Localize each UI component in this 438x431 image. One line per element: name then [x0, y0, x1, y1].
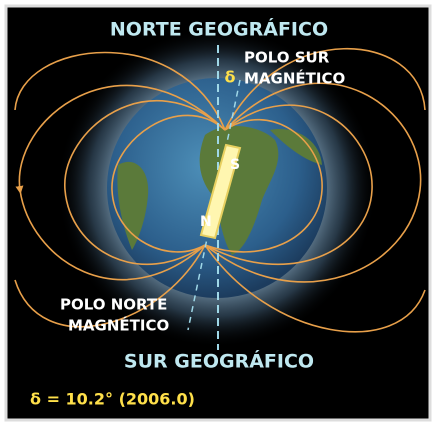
- magnet: [199, 143, 242, 240]
- magnet-s: S: [230, 157, 240, 173]
- magnet-n: N: [200, 214, 212, 230]
- declination: δ = 10.2° (2006.0): [30, 390, 195, 409]
- south-geo: SUR GEOGRÁFICO: [124, 350, 314, 373]
- magnetic-axis: [187, 79, 241, 331]
- continents: [117, 125, 322, 255]
- north-geo: NORTE GEOGRÁFICO: [110, 18, 328, 41]
- field-lines: [14, 47, 426, 333]
- north-pole-mag-2: MAGNÉTICO: [68, 316, 169, 335]
- north-pole-mag-1: POLO NORTE: [60, 296, 167, 314]
- south-pole-mag-2: MAGNÉTICO: [244, 69, 345, 88]
- delta-symbol: δ: [225, 68, 236, 87]
- south-pole-mag-1: POLO SUR: [244, 49, 330, 67]
